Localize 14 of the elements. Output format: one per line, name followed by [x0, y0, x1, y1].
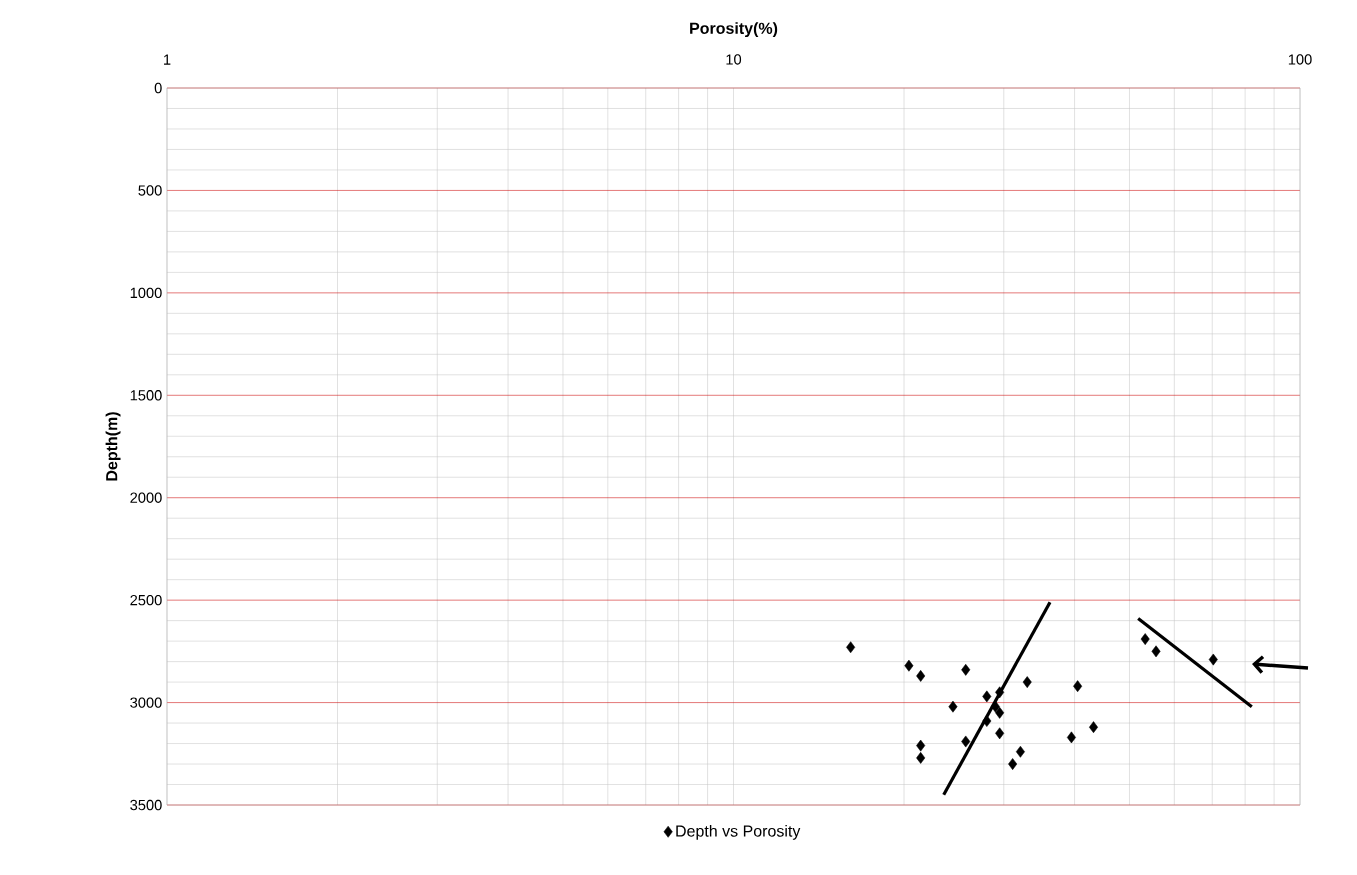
x-tick-label: 100: [1288, 54, 1312, 65]
y-tick-label: 1500: [130, 390, 162, 401]
y-tick-label: 2000: [130, 492, 162, 503]
y-tick-label: 3000: [130, 697, 162, 708]
y-tick-label: 2500: [130, 594, 162, 606]
x-axis-title: Porosity(%): [690, 22, 778, 38]
y-axis-title: Depth(m): [105, 412, 121, 481]
x-tick-label: 10: [726, 54, 742, 65]
y-tick-label: 500: [138, 185, 162, 196]
legend-label: Depth vs Porosity: [676, 824, 801, 840]
y-tick-label: 3500: [130, 799, 162, 811]
x-tick-label: 1: [164, 54, 171, 65]
y-tick-label: 1000: [130, 287, 162, 299]
y-tick-label: 0: [154, 82, 162, 94]
